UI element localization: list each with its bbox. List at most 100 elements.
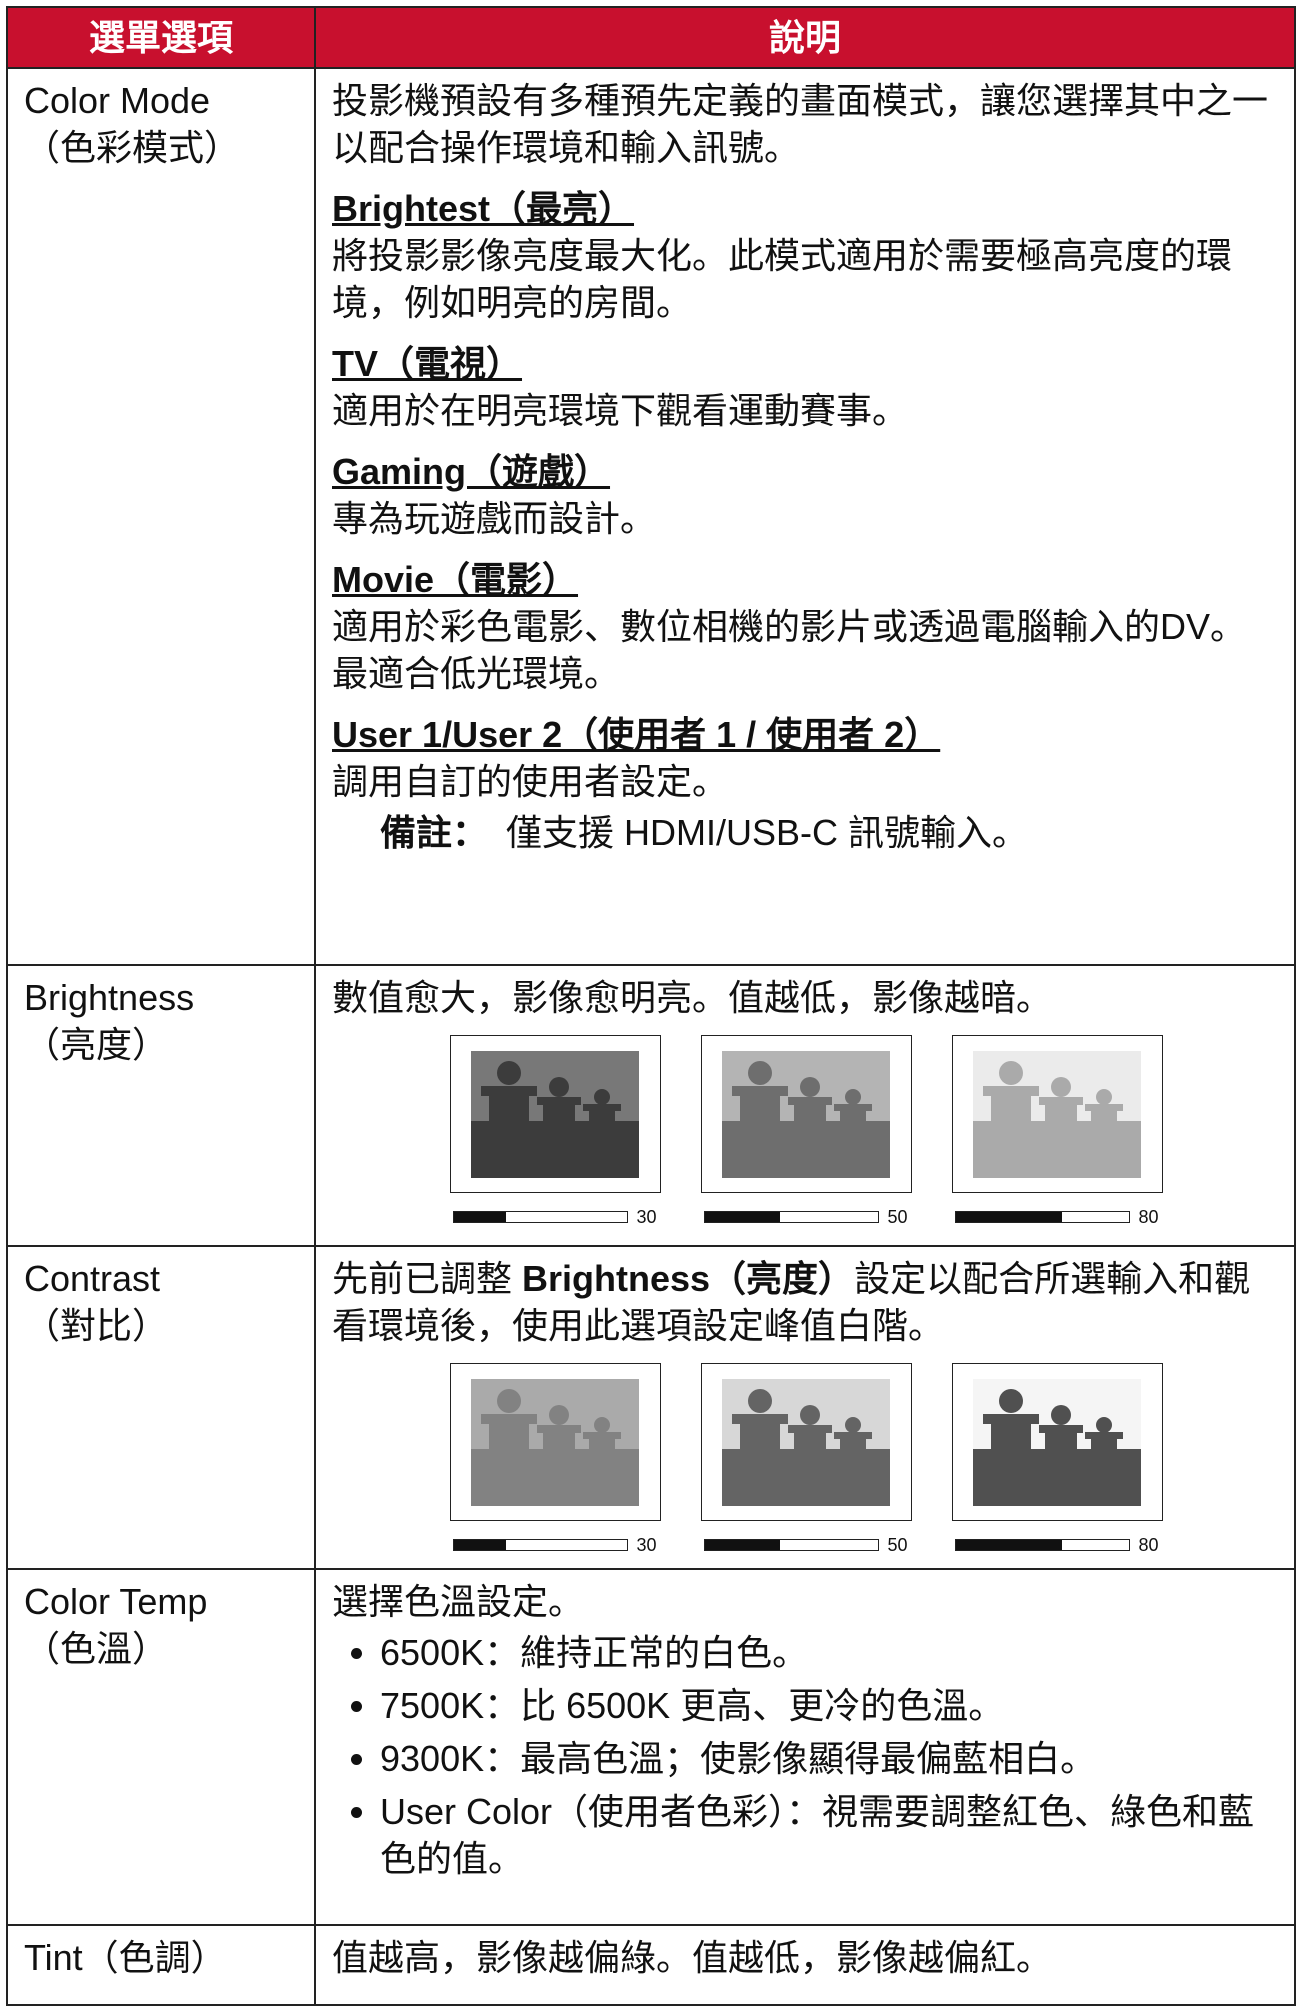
- mode-text: 調用自訂的使用者設定。: [332, 761, 729, 802]
- description: 先前已調整 Brightness（亮度）設定以配合所選輸入和觀看環境後，使用此選…: [332, 1255, 1280, 1349]
- item: Contrast: [24, 1258, 161, 1299]
- note-label: 備註：: [380, 812, 489, 853]
- slider: 50: [704, 1207, 908, 1227]
- mode: Gaming（遊戲） 專為玩遊戲而設計。: [332, 434, 1280, 542]
- slider-label: 50: [887, 1535, 908, 1555]
- row: Color Temp （色溫） 選擇色溫設定。 6500K：維持正常的白色。 7500…: [6, 1568, 1296, 1926]
- item-cell: Tint（色調）: [6, 1924, 316, 2006]
- slider: 30: [453, 1535, 657, 1555]
- row: Color Mode （色彩模式） 投影機預設有多種預先定義的畫面模式，讓您選擇其…: [6, 67, 1296, 966]
- slider-bar: [955, 1211, 1131, 1223]
- photo: [471, 1050, 639, 1178]
- slider-fill: [705, 1540, 780, 1550]
- figure: 30: [449, 1363, 661, 1555]
- item-sub: （色溫）: [24, 1628, 169, 1669]
- slider-label: 80: [1138, 1207, 1159, 1227]
- header-cell: 說明: [314, 6, 1296, 69]
- item-sub: （色彩模式）: [24, 127, 241, 168]
- text: 設定以配合所選輸入和觀看環境後，使用此選項設定峰值白階。: [332, 1258, 1251, 1346]
- slider: 80: [955, 1535, 1159, 1555]
- photo: [722, 1050, 890, 1178]
- mode-text: 將投影影像亮度最大化。此模式適用於需要極高亮度的環境，例如明亮的房間。: [332, 235, 1233, 323]
- photo: [973, 1050, 1141, 1178]
- mode-name: Brightest（最亮）: [332, 188, 635, 229]
- figure: 50: [700, 1035, 912, 1227]
- text-bold: Brightness（亮度）: [522, 1258, 855, 1299]
- note-text: 僅支援 HDMI/USB-C 訊號輸入。: [506, 812, 1029, 853]
- item: Tint（色調）: [24, 1937, 227, 1978]
- figure: 80: [951, 1035, 1163, 1227]
- item-sub: （對比）: [24, 1305, 169, 1346]
- slider-fill: [454, 1212, 507, 1222]
- settings-table: 選單選項 說明 Color Mode （色彩模式） 投影機預設有多種預先定義的畫面…: [6, 6, 1296, 2006]
- slider-bar: [453, 1539, 629, 1551]
- page: 選單選項 說明 Color Mode （色彩模式） 投影機預設有多種預先定義的畫面…: [0, 0, 1303, 1961]
- row: Contrast （對比） 先前已調整 Brightness（亮度）設定以配合所選…: [6, 1245, 1296, 1570]
- item: Brightness: [24, 977, 195, 1018]
- item: Color Temp: [24, 1581, 208, 1622]
- mode: User 1/User 2（使用者 1 / 使用者 2） 調用自訂的使用者設定。: [332, 697, 1280, 805]
- desc-cell: 投影機預設有多種預先定義的畫面模式，讓您選擇其中之一以配合操作環境和輸入訊號。 …: [314, 67, 1296, 966]
- row: Brightness （亮度） 數值愈大，影像愈明亮。值越低，影像越暗。 30 5…: [6, 964, 1296, 1247]
- note: 備註： 僅支援 HDMI/USB-C 訊號輸入。: [332, 809, 1280, 856]
- slider: 30: [453, 1207, 657, 1227]
- image-row: 30 50 80: [332, 1363, 1280, 1555]
- image-row: 30 50 80: [332, 1035, 1280, 1227]
- item-cell: Brightness （亮度）: [6, 964, 316, 1247]
- description: 選擇色溫設定。: [332, 1581, 585, 1622]
- slider-label: 50: [887, 1207, 908, 1227]
- figure: 80: [951, 1363, 1163, 1555]
- header-row: 選單選項 說明: [6, 6, 1296, 69]
- photo-frame: [700, 1363, 912, 1521]
- bullet-list: 6500K：維持正常的白色。 7500K：比 6500K 更高、更冷的色溫。 930…: [332, 1629, 1280, 1882]
- desc-cell: 數值愈大，影像愈明亮。值越低，影像越暗。 30 50 80: [314, 964, 1296, 1247]
- mode-name: User 1/User 2（使用者 1 / 使用者 2）: [332, 714, 941, 755]
- text: 先前已調整: [332, 1258, 523, 1299]
- slider-bar: [955, 1539, 1131, 1551]
- item-cell: Color Mode （色彩模式）: [6, 67, 316, 966]
- description: 值越高，影像越偏綠。值越低，影像越偏紅。: [332, 1937, 1053, 1978]
- bullet: 9300K：最高色溫；使影像顯得最偏藍相白。: [380, 1735, 1280, 1782]
- bullet: 6500K：維持正常的白色。: [380, 1629, 1280, 1676]
- slider-bar: [453, 1211, 629, 1223]
- item-cell: Color Temp （色溫）: [6, 1568, 316, 1926]
- row: Tint（色調） 值越高，影像越偏綠。值越低，影像越偏紅。: [6, 1924, 1296, 2006]
- mode-name: Movie（電影）: [332, 559, 579, 600]
- slider-fill: [956, 1540, 1062, 1550]
- desc-cell: 值越高，影像越偏綠。值越低，影像越偏紅。: [314, 1924, 1296, 2006]
- slider-fill: [956, 1212, 1062, 1222]
- slider-label: 30: [636, 1535, 657, 1555]
- photo: [973, 1378, 1141, 1506]
- photo: [471, 1378, 639, 1506]
- item: Color Mode: [24, 80, 211, 121]
- item-sub: （亮度）: [24, 1024, 169, 1065]
- bullet: User Color（使用者色彩）：視需要調整紅色、綠色和藍色的值。: [380, 1788, 1280, 1882]
- mode-text: 適用於彩色電影、數位相機的影片或透過電腦輸入的DV。最適合低光環境。: [332, 606, 1247, 694]
- figure: 50: [700, 1363, 912, 1555]
- photo: [722, 1378, 890, 1506]
- slider-fill: [705, 1212, 780, 1222]
- modes: Brightest（最亮） 將投影影像亮度最大化。此模式適用於需要極高亮度的環境，…: [332, 171, 1280, 805]
- desc-cell: 選擇色溫設定。 6500K：維持正常的白色。 7500K：比 6500K 更高、更冷…: [314, 1568, 1296, 1926]
- figure: 30: [449, 1035, 661, 1227]
- mode-text: 適用於在明亮環境下觀看運動賽事。: [332, 390, 909, 431]
- photo-frame: [951, 1363, 1163, 1521]
- slider-bar: [704, 1539, 880, 1551]
- item-cell: Contrast （對比）: [6, 1245, 316, 1570]
- photo-frame: [449, 1363, 661, 1521]
- slider-label: 30: [636, 1207, 657, 1227]
- mode-name: Gaming（遊戲）: [332, 451, 611, 492]
- description: 數值愈大，影像愈明亮。值越低，影像越暗。: [332, 977, 1053, 1018]
- header-cell: 選單選項: [6, 6, 316, 69]
- slider-label: 80: [1138, 1535, 1159, 1555]
- slider: 80: [955, 1207, 1159, 1227]
- photo-frame: [449, 1035, 661, 1193]
- slider-fill: [454, 1540, 507, 1550]
- description: 投影機預設有多種預先定義的畫面模式，讓您選擇其中之一以配合操作環境和輸入訊號。: [332, 80, 1269, 168]
- slider-bar: [704, 1211, 880, 1223]
- slider: 50: [704, 1535, 908, 1555]
- photo-frame: [700, 1035, 912, 1193]
- mode: Movie（電影） 適用於彩色電影、數位相機的影片或透過電腦輸入的DV。最適合低光…: [332, 542, 1280, 697]
- mode-name: TV（電視）: [332, 343, 523, 384]
- mode: Brightest（最亮） 將投影影像亮度最大化。此模式適用於需要極高亮度的環境，…: [332, 171, 1280, 326]
